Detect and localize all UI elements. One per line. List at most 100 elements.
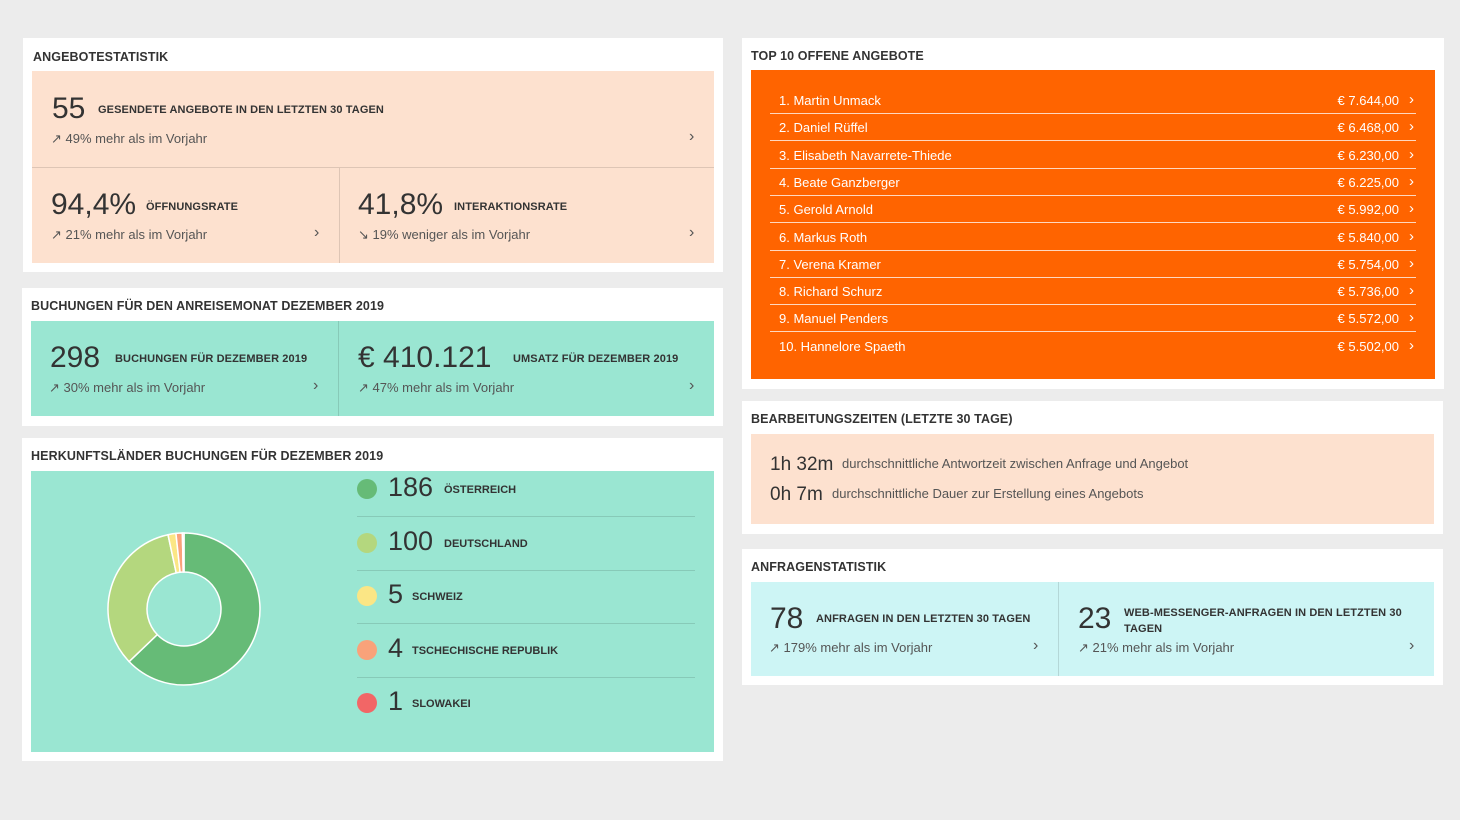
top10-item[interactable]: 9. Manuel Penders € 5.572,00 › bbox=[770, 305, 1416, 333]
interaktionsrate-cell[interactable]: 41,8% INTERAKTIONSRATE ↘ 19% weniger als… bbox=[340, 168, 714, 263]
top10-item-name: 1. Martin Unmack bbox=[779, 93, 881, 108]
country-name: DEUTSCHLAND bbox=[444, 537, 528, 550]
country-count: 4 bbox=[388, 632, 404, 663]
chevron-right-icon[interactable]: › bbox=[314, 224, 320, 241]
umsatz-trend: ↗ 47% mehr als im Vorjahr bbox=[358, 380, 515, 395]
top10-item[interactable]: 5. Gerold Arnold € 5.992,00 › bbox=[770, 196, 1416, 224]
chevron-right-icon[interactable]: › bbox=[1409, 172, 1414, 190]
anfragen-count-trend: ↗ 179% mehr als im Vorjahr bbox=[769, 640, 933, 655]
top10-item-name: 6. Markus Roth bbox=[779, 229, 868, 245]
chevron-right-icon[interactable]: › bbox=[1409, 145, 1414, 163]
top10-item-name: 9. Manuel Penders bbox=[779, 311, 889, 327]
divider bbox=[357, 516, 695, 517]
bearbeitung-title: BEARBEITUNGSZEITEN (LETZTE 30 TAGE) bbox=[751, 412, 1013, 426]
donut-slice-deutschland bbox=[107, 533, 178, 663]
country-item: 4 TSCHECHISCHE REPUBLIK bbox=[357, 625, 695, 678]
erstellungsdauer-value: 0h 7m bbox=[770, 484, 823, 505]
divider bbox=[770, 304, 1416, 306]
umsatz-label: UMSATZ FÜR DEZEMBER 2019 bbox=[513, 353, 679, 365]
chevron-right-icon[interactable]: › bbox=[689, 128, 695, 145]
divider bbox=[1058, 582, 1059, 676]
anfragen-title: ANFRAGENSTATISTIK bbox=[751, 560, 887, 574]
divider bbox=[32, 167, 714, 168]
herkunft-panel bbox=[31, 471, 714, 752]
legend-dot bbox=[357, 586, 377, 606]
chevron-right-icon[interactable]: › bbox=[1409, 254, 1414, 272]
interaktionsrate-label: INTERAKTIONSRATE bbox=[454, 201, 568, 213]
country-name: SCHWEIZ bbox=[412, 591, 463, 603]
legend-dot bbox=[357, 479, 377, 499]
top10-item[interactable]: 1. Martin Unmack € 7.644,00 › bbox=[770, 87, 1416, 114]
top10-item-value: € 5.754,00 bbox=[1337, 256, 1399, 272]
divider bbox=[770, 222, 1416, 224]
messenger-value: 23 bbox=[1078, 602, 1112, 635]
anfragen-count-label: ANFRAGEN IN DEN LETZTEN 30 TAGEN bbox=[816, 613, 1031, 625]
top10-item[interactable]: 6. Markus Roth € 5.840,00 › bbox=[770, 224, 1416, 251]
chevron-right-icon[interactable]: › bbox=[1409, 118, 1414, 136]
top10-item-name: 7. Verena Kramer bbox=[779, 256, 881, 272]
herkunft-title: HERKUNFTSLÄNDER BUCHUNGEN FÜR DEZEMBER 2… bbox=[31, 449, 384, 463]
anfragen-count-cell[interactable]: 78 ANFRAGEN IN DEN LETZTEN 30 TAGEN ↗ 17… bbox=[751, 582, 1058, 676]
top10-item-value: € 6.225,00 bbox=[1337, 174, 1399, 190]
top10-item-name: 10. Hannelore Spaeth bbox=[779, 338, 906, 354]
top10-panel: 1. Martin Unmack € 7.644,00 › 2. Daniel Rüf… bbox=[751, 70, 1435, 379]
oeffnungsrate-trend: ↗ 21% mehr als im Vorjahr bbox=[51, 227, 208, 242]
chevron-right-icon[interactable]: › bbox=[689, 377, 695, 394]
buchungen-card: BUCHUNGEN FÜR DEN ANREISEMONAT DEZEMBER … bbox=[22, 288, 723, 426]
chevron-right-icon[interactable]: › bbox=[1409, 282, 1414, 300]
anfragen-card: ANFRAGENSTATISTIK 78 ANFRAGEN IN DEN LET… bbox=[742, 549, 1443, 685]
chevron-right-icon[interactable]: › bbox=[1409, 227, 1414, 245]
buchungen-count-trend: ↗ 30% mehr als im Vorjahr bbox=[49, 380, 206, 395]
erstellungsdauer-desc: durchschnittliche Dauer zur Erstellung e… bbox=[832, 486, 1144, 501]
legend-dot bbox=[357, 532, 377, 553]
oeffnungsrate-cell[interactable]: 94,4% ÖFFNUNGSRATE ↗ 21% mehr als im Vor… bbox=[32, 168, 339, 263]
country-name: TSCHECHISCHE REPUBLIK bbox=[412, 644, 559, 657]
country-count: 1 bbox=[388, 686, 404, 716]
top10-item-name: 2. Daniel Rüffel bbox=[779, 120, 868, 136]
chevron-right-icon[interactable]: › bbox=[1409, 91, 1414, 108]
country-count: 5 bbox=[388, 579, 404, 609]
chevron-right-icon[interactable]: › bbox=[1409, 200, 1414, 218]
top10-item[interactable]: 3. Elisabeth Navarrete-Thiede € 6.230,00 › bbox=[770, 142, 1416, 169]
antwortzeit-desc: durchschnittliche Antwortzeit zwischen A… bbox=[842, 456, 1189, 471]
oeffnungsrate-value: 94,4% bbox=[51, 188, 137, 221]
top10-item-name: 8. Richard Schurz bbox=[779, 284, 883, 300]
chevron-right-icon[interactable]: › bbox=[1409, 637, 1415, 654]
chevron-right-icon[interactable]: › bbox=[1033, 637, 1039, 654]
country-item: 100 DEUTSCHLAND bbox=[357, 518, 695, 571]
top10-item-value: € 6.230,00 bbox=[1337, 147, 1399, 163]
buchungen-panel: 298 BUCHUNGEN FÜR DEZEMBER 2019 ↗ 30% me… bbox=[31, 321, 714, 416]
antwortzeit-value: 1h 32m bbox=[770, 454, 834, 475]
top10-item-value: € 5.502,00 bbox=[1337, 338, 1399, 354]
divider bbox=[770, 194, 1416, 196]
anfragen-panel: 78 ANFRAGEN IN DEN LETZTEN 30 TAGEN ↗ 17… bbox=[751, 582, 1434, 676]
country-item: 186 ÖSTERREICH bbox=[357, 464, 695, 517]
umsatz-cell[interactable]: € 410.121 UMSATZ FÜR DEZEMBER 2019 ↗ 47%… bbox=[339, 321, 714, 416]
top10-item[interactable]: 2. Daniel Rüffel € 6.468,00 › bbox=[770, 114, 1416, 142]
top10-item[interactable]: 4. Beate Ganzberger € 6.225,00 › bbox=[770, 169, 1416, 196]
top10-item[interactable]: 10. Hannelore Spaeth € 5.502,00 › bbox=[770, 333, 1416, 360]
top10-item-name: 5. Gerold Arnold bbox=[779, 202, 873, 218]
chevron-right-icon[interactable]: › bbox=[689, 224, 695, 241]
buchungen-count-cell[interactable]: 298 BUCHUNGEN FÜR DEZEMBER 2019 ↗ 30% me… bbox=[31, 321, 338, 416]
buchungen-count-value: 298 bbox=[50, 341, 101, 374]
top10-item[interactable]: 8. Richard Schurz € 5.736,00 › bbox=[770, 278, 1416, 306]
legend-dot bbox=[357, 639, 377, 660]
chevron-right-icon[interactable]: › bbox=[313, 377, 319, 394]
chevron-right-icon[interactable]: › bbox=[1409, 336, 1414, 354]
angebote-sent-label: GESENDETE ANGEBOTE IN DEN LETZTEN 30 TAG… bbox=[98, 104, 384, 116]
angebote-title: ANGEBOTESTATISTIK bbox=[33, 50, 169, 64]
angebote-sent-cell[interactable]: 55 GESENDETE ANGEBOTE IN DEN LETZTEN 30 … bbox=[32, 71, 714, 167]
top10-item-value: € 5.736,00 bbox=[1337, 284, 1399, 300]
country-item: 5 SCHWEIZ bbox=[357, 571, 695, 624]
divider bbox=[770, 140, 1416, 142]
divider bbox=[770, 167, 1416, 169]
divider bbox=[338, 321, 339, 416]
chevron-right-icon[interactable]: › bbox=[1409, 309, 1414, 327]
messenger-cell[interactable]: 23 WEB-MESSENGER-ANFRAGEN IN DEN LETZTEN… bbox=[1059, 582, 1434, 676]
top10-item[interactable]: 7. Verena Kramer € 5.754,00 › bbox=[770, 251, 1416, 278]
buchungen-title: BUCHUNGEN FÜR DEN ANREISEMONAT DEZEMBER … bbox=[31, 299, 385, 313]
angebote-sent-value: 55 bbox=[52, 92, 86, 125]
oeffnungsrate-label: ÖFFNUNGSRATE bbox=[146, 201, 239, 213]
top10-item-value: € 5.992,00 bbox=[1337, 202, 1399, 218]
